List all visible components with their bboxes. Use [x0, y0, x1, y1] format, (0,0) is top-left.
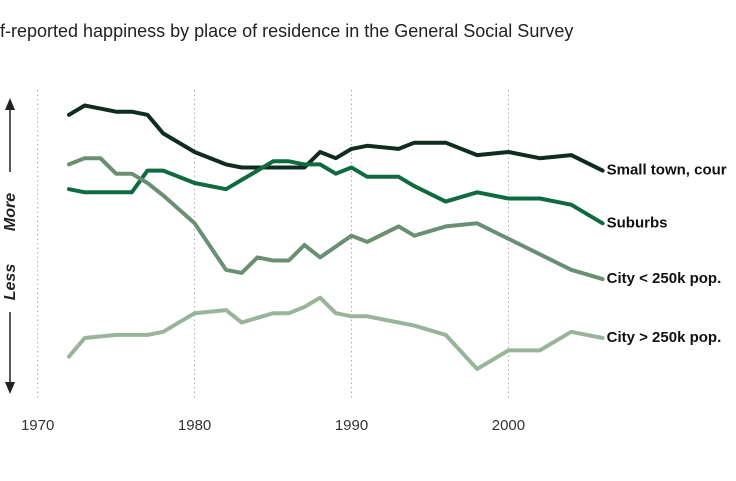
y-direction-arrow: [5, 98, 15, 394]
x-tick-label: 1980: [178, 417, 211, 434]
series-label: Suburbs: [607, 214, 668, 231]
x-tick-label: 2000: [492, 417, 525, 434]
series-label: Small town, cour: [607, 162, 727, 179]
series-line: [67, 159, 605, 226]
series-line: [67, 295, 605, 371]
series-line: [67, 156, 605, 282]
y-label-bottom: Less: [2, 264, 19, 301]
y-label-top: More: [2, 193, 19, 231]
x-tick-label: 1990: [335, 417, 368, 434]
chart-subtitle: f-reported happiness by place of residen…: [0, 21, 573, 41]
series-label: City < 250k pop.: [607, 270, 722, 287]
x-tick-label: 1970: [21, 417, 54, 434]
series-line: [67, 103, 605, 173]
series-label: City > 250k pop.: [607, 329, 722, 346]
